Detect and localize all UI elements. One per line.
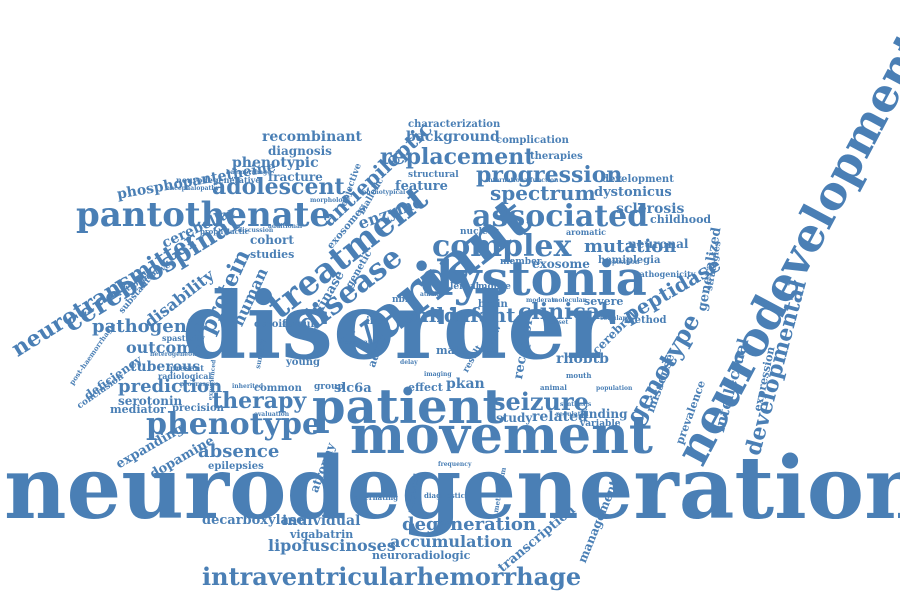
word-heterogeneous: heterogeneous <box>150 352 200 358</box>
word-lental: lental <box>450 283 479 292</box>
word-complication: complication <box>496 136 569 146</box>
word-morphology: morphology <box>310 198 350 204</box>
word-severe: severe <box>584 296 623 307</box>
word-imaging: imaging <box>424 372 452 378</box>
word-variable: variable <box>580 420 621 429</box>
word-mouth: mouth <box>566 372 592 379</box>
word-phenotypical: phenotypical <box>362 190 405 196</box>
word-mouse: mouse <box>478 283 511 292</box>
word-brain: brain <box>478 300 508 310</box>
word-accumulation: accumulation <box>390 534 512 550</box>
word-iron: iron <box>366 317 389 327</box>
word-alternating: alternating <box>354 494 398 501</box>
word-diagnostic: diagnostic <box>424 492 465 499</box>
word-nuclear: nuclear <box>460 228 498 237</box>
word-male: male <box>436 345 466 356</box>
word-precision: precision <box>172 404 224 414</box>
word-discussion: discussion <box>238 228 273 234</box>
word-population: population <box>596 386 632 392</box>
word-encephalopathy: encephalopathy <box>166 186 219 192</box>
word-vigabatrin: vigabatrin <box>290 529 353 540</box>
word-cohort: cohort <box>250 234 294 246</box>
word-structural: structural <box>408 171 459 180</box>
word-neuropathy: neuropathy <box>340 340 378 346</box>
word-ataxia: ataxia <box>420 292 440 298</box>
word-frequency: frequency <box>438 462 471 468</box>
word-studies: studies <box>250 249 294 260</box>
word-dystonicus: dystonicus <box>594 186 672 199</box>
word-inherited: inherited <box>232 384 263 390</box>
word-intraventricularhemorrhage: intraventricularhemorrhage <box>202 565 581 589</box>
word-evaluation: evaluation <box>254 412 289 418</box>
word-delay: delay <box>400 360 418 366</box>
word-cellular: cellular <box>600 316 626 322</box>
word-molecular: molecular <box>552 298 586 304</box>
word-group: group <box>314 383 344 392</box>
word-epilepsies: epilepsies <box>208 462 264 472</box>
word-spectrum: spectrum <box>490 183 596 203</box>
word-characterization: characterization <box>408 120 500 130</box>
word-neuroradiologic: neuroradiologic <box>372 550 470 561</box>
word-haemorrhage: haemorrhage <box>226 170 271 176</box>
word-neuronal: neuronal <box>628 238 688 250</box>
word-radiological: radiological <box>158 372 211 380</box>
word-study: study <box>496 412 532 424</box>
word-pkan: pkan <box>446 377 485 391</box>
word-neurodegenerative: neurodegenerative <box>176 176 260 184</box>
word-member: member <box>500 258 542 267</box>
word-function: function <box>530 178 558 184</box>
word-diagnosis: diagnosis <box>268 145 332 157</box>
word-synthesis: synthesis <box>560 402 591 408</box>
word-spasticity: spasticity <box>162 334 205 342</box>
word-onset: onset <box>550 320 568 326</box>
word-development: development <box>602 175 674 185</box>
word-young: young <box>286 358 320 368</box>
word-deposition: deposition <box>604 260 639 266</box>
word-neurodevelopmental: neurodevelopmental <box>668 0 900 472</box>
word-nbia: nbia <box>392 296 414 305</box>
word-mediator: mediator <box>110 404 166 415</box>
word-background: background <box>406 130 500 144</box>
word-present: present <box>170 364 204 372</box>
word-childhood: childhood <box>650 214 711 225</box>
word-individual: individual <box>282 514 360 528</box>
word-international: international <box>486 178 530 184</box>
word-therapies: therapies <box>530 152 583 162</box>
word-pathogenicity: pathogenicity <box>634 270 695 278</box>
word-effect: effect <box>408 382 443 393</box>
word-aromatic: aromatic <box>566 228 606 236</box>
word-femur: femur <box>282 320 316 330</box>
word-regulated: regulated <box>556 412 589 418</box>
word-animal: animal <box>540 384 567 391</box>
word-method: method <box>624 316 667 326</box>
word-recombinant: recombinant <box>262 130 362 144</box>
